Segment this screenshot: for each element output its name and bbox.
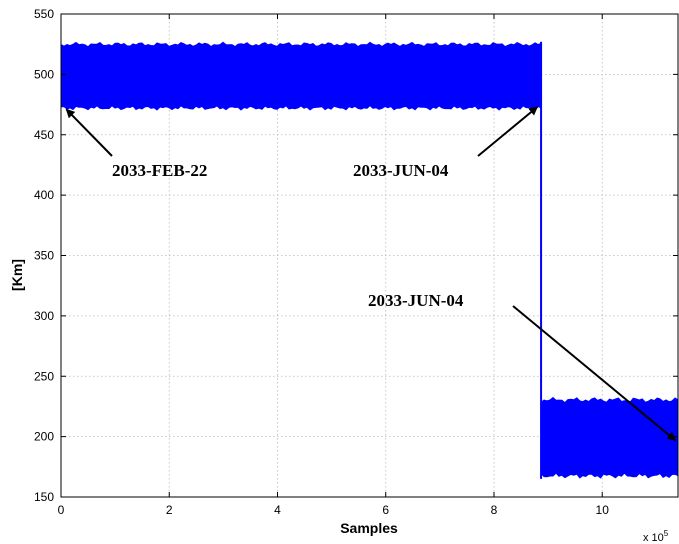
- x-multiplier-label: x 105: [643, 529, 669, 544]
- series-band-segment: [60, 41, 542, 111]
- x-axis-label: Samples: [340, 520, 398, 536]
- series-layer: [60, 41, 679, 479]
- x-multiplier-exponent: 5: [664, 529, 669, 538]
- x-tick-label: 2: [166, 503, 173, 517]
- x-tick-label: 6: [382, 503, 389, 517]
- annotation-label: 2033-FEB-22: [112, 161, 207, 180]
- y-axis-label: [Km]: [9, 259, 25, 291]
- annotation-label: 2033-JUN-04: [368, 291, 464, 310]
- annotations: 2033-FEB-22 2033-JUN-04 2033-JUN-04: [65, 106, 677, 442]
- y-tick-label: 550: [34, 7, 54, 21]
- x-tick-label: 8: [491, 503, 498, 517]
- y-tick-label: 250: [34, 369, 54, 383]
- ticks: 0 2 4 6 8 10 150 200 250 300 350 400 450 500 550: [34, 7, 678, 517]
- y-tick-label: 150: [34, 490, 54, 504]
- x-tick-label: 0: [58, 503, 65, 517]
- y-tick-label: 450: [34, 128, 54, 142]
- y-tick-label: 300: [34, 309, 54, 323]
- annotation-arrow: [512, 305, 677, 442]
- y-tick-label: 500: [34, 67, 54, 81]
- y-tick-label: 400: [34, 188, 54, 202]
- annotation-arrow: [477, 106, 539, 157]
- x-tick-label: 4: [274, 503, 281, 517]
- annotation-label: 2033-JUN-04: [353, 161, 449, 180]
- x-multiplier-base: x 10: [643, 532, 664, 544]
- x-tick-label: 10: [596, 503, 610, 517]
- series-band-segment: [540, 396, 679, 479]
- y-tick-label: 350: [34, 249, 54, 263]
- y-tick-label: 200: [34, 430, 54, 444]
- annotation-arrow: [65, 108, 113, 157]
